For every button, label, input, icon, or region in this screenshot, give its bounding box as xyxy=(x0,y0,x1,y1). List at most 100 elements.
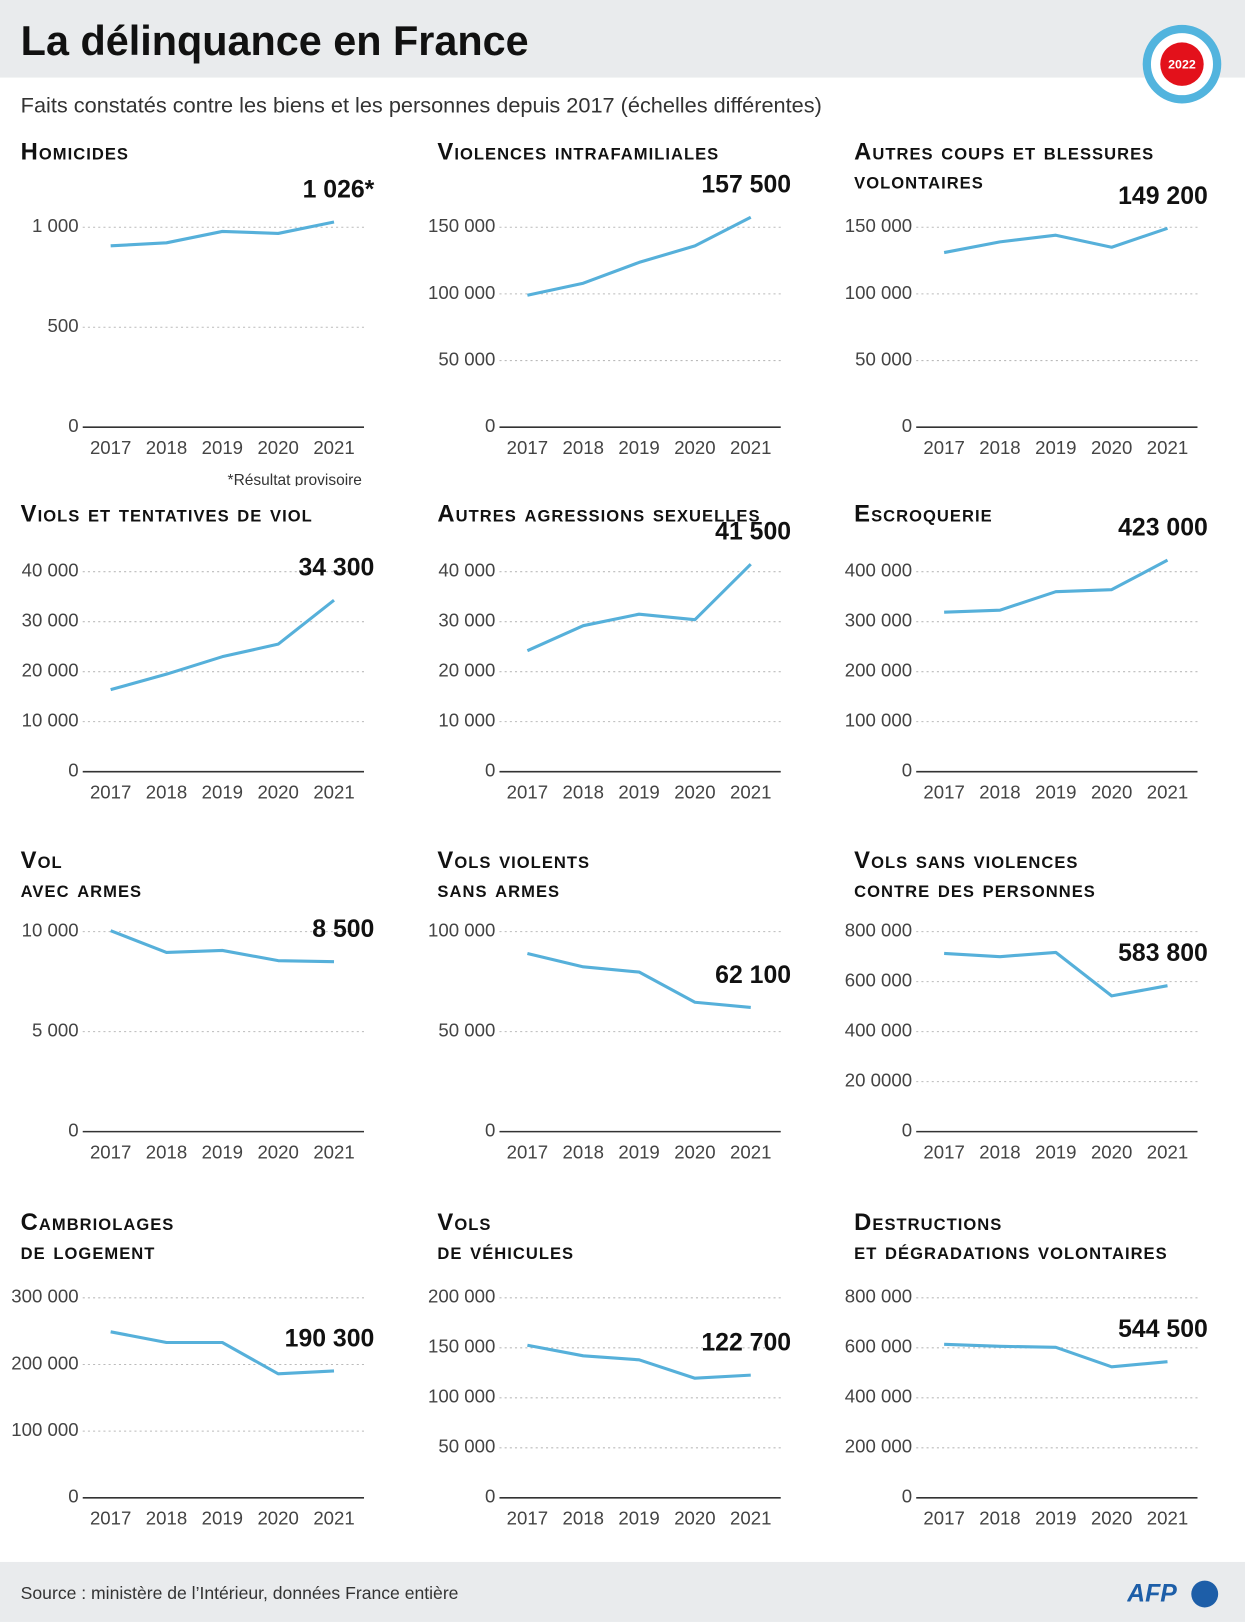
y-tick-label: 150 000 xyxy=(428,215,495,236)
value-label: 1 026* xyxy=(303,177,375,204)
x-tick-label: 2021 xyxy=(730,1507,771,1528)
y-tick-label: 200 000 xyxy=(845,660,912,681)
y-tick-label: 0 xyxy=(902,415,912,436)
value-label: 157 500 xyxy=(701,172,791,199)
x-tick-label: 2019 xyxy=(1035,1507,1076,1528)
x-tick-label: 2020 xyxy=(674,437,715,458)
y-tick-label: 0 xyxy=(68,415,78,436)
header-band xyxy=(0,0,1245,78)
y-tick-label: 50 000 xyxy=(855,348,912,369)
y-tick-label: 50 000 xyxy=(438,1436,495,1457)
y-tick-label: 20 000 xyxy=(22,660,79,681)
x-tick-label: 2018 xyxy=(146,1507,187,1528)
y-tick-label: 0 xyxy=(485,1486,495,1507)
y-tick-label: 500 xyxy=(48,315,79,336)
x-tick-label: 2019 xyxy=(618,1141,659,1162)
x-tick-label: 2017 xyxy=(923,781,964,802)
y-tick-label: 200 000 xyxy=(11,1352,78,1373)
data-line xyxy=(110,929,335,964)
chart: 0 20 0000 400 000 600 000 800 000 2017 2018 201… xyxy=(845,920,1208,1163)
page-title: La délinquance en France xyxy=(20,18,529,65)
y-tick-label: 0 xyxy=(485,415,495,436)
chart-panel: 0 20 0000 400 000 600 000 800 000 2017 2018 201… xyxy=(833,843,1245,1195)
x-tick-label: 2017 xyxy=(923,1141,964,1162)
x-tick-label: 2019 xyxy=(202,437,243,458)
footer-band xyxy=(0,1561,1245,1622)
chart-title: Escroquerie xyxy=(854,499,993,527)
data-line xyxy=(527,215,752,297)
value-label: 544 500 xyxy=(1118,1316,1208,1343)
chart-title: Autres coups et blessures volontaires xyxy=(854,137,1155,194)
data-line xyxy=(944,950,1168,998)
y-tick-label: 10 000 xyxy=(22,710,79,731)
y-tick-label: 5 000 xyxy=(32,1020,79,1041)
y-tick-label: 0 xyxy=(902,1486,912,1507)
y-tick-label: 10 000 xyxy=(438,710,495,731)
logo-dot xyxy=(1191,1580,1219,1608)
y-tick-label: 20 0000 xyxy=(845,1070,912,1091)
value-label: 190 300 xyxy=(285,1325,375,1352)
chart: 0 10 000 20 000 30 000 40 000 2017 2018 2019 202… xyxy=(438,519,791,803)
y-tick-label: 400 000 xyxy=(845,1386,912,1407)
chart: 0 50 000 100 000 150 000 2017 2018 2019 2020 202… xyxy=(845,183,1208,458)
y-tick-label: 100 000 xyxy=(845,710,912,731)
x-tick-label: 2021 xyxy=(730,1141,771,1162)
x-tick-label: 2019 xyxy=(202,781,243,802)
x-tick-label: 2021 xyxy=(730,781,771,802)
y-tick-label: 30 000 xyxy=(22,610,79,631)
data-line xyxy=(527,1343,751,1380)
x-tick-label: 2018 xyxy=(563,781,604,802)
value-label: 41 500 xyxy=(715,519,791,546)
chart-title: Vols sans violences contre des personnes xyxy=(854,846,1096,902)
x-tick-label: 2019 xyxy=(202,1141,243,1162)
y-tick-label: 0 xyxy=(68,760,78,781)
x-tick-label: 2017 xyxy=(90,1141,131,1162)
y-tick-label: 0 xyxy=(485,1120,495,1141)
x-tick-label: 2017 xyxy=(507,1141,548,1162)
chart-title: Violences intrafamiliales xyxy=(437,137,720,165)
x-tick-label: 2018 xyxy=(563,437,604,458)
chart: 0 100 000 200 000 300 000 2017 2018 2019 2020 20… xyxy=(11,1286,375,1529)
x-tick-label: 2017 xyxy=(507,1507,548,1528)
x-tick-label: 2018 xyxy=(979,781,1020,802)
x-tick-label: 2017 xyxy=(507,781,548,802)
badge: 2022 xyxy=(1142,24,1222,104)
y-tick-label: 300 000 xyxy=(845,610,912,631)
y-tick-label: 100 000 xyxy=(428,1386,495,1407)
y-tick-label: 800 000 xyxy=(845,920,912,941)
y-tick-label: 150 000 xyxy=(845,215,912,236)
y-tick-label: 30 000 xyxy=(438,610,495,631)
x-tick-label: 2019 xyxy=(618,437,659,458)
chart: 0 5 000 10 000 2017 2018 2019 2020 2021 8 500 xyxy=(22,916,375,1162)
chart-panel: 0 5 000 10 000 2017 2018 2019 2020 2021 8 500 Vol… xyxy=(0,843,414,1195)
y-tick-label: 50 000 xyxy=(438,348,495,369)
chart-panel: 0 10 000 20 000 30 000 40 000 2017 2018 2019 202… xyxy=(0,497,414,849)
y-tick-label: 200 000 xyxy=(845,1436,912,1457)
x-tick-label: 2017 xyxy=(923,437,964,458)
data-line xyxy=(110,220,335,248)
chart-panel: 0 200 000 400 000 600 000 800 000 2017 2018 201… xyxy=(833,1205,1245,1557)
x-tick-label: 2018 xyxy=(146,1141,187,1162)
y-tick-label: 100 000 xyxy=(845,282,912,303)
y-tick-label: 1 000 xyxy=(32,215,79,236)
x-tick-label: 2018 xyxy=(146,781,187,802)
x-tick-label: 2020 xyxy=(1091,1507,1132,1528)
chart-title: Cambriolages de logement xyxy=(20,1208,175,1265)
x-tick-label: 2021 xyxy=(1147,437,1188,458)
y-tick-label: 0 xyxy=(485,760,495,781)
chart-panel: 0 100 000 200 000 300 000 400 000 2017 2018 201… xyxy=(833,497,1245,849)
badge-year: 2022 xyxy=(1168,57,1196,71)
note: *Résultat provisoire xyxy=(228,472,362,486)
x-tick-label: 2018 xyxy=(563,1507,604,1528)
x-tick-label: 2021 xyxy=(313,781,354,802)
chart: 0 100 000 200 000 300 000 400 000 2017 2018 201… xyxy=(845,515,1208,803)
chart-panel: 0 500 1 000 2017 2018 2019 2020 2021 1 026* *Résu… xyxy=(0,134,414,487)
x-tick-label: 2020 xyxy=(674,1141,715,1162)
x-tick-label: 2018 xyxy=(979,437,1020,458)
x-tick-label: 2017 xyxy=(507,437,548,458)
y-tick-label: 200 000 xyxy=(428,1286,495,1307)
chart-panel: 0 50 000 100 000 150 000 2017 2018 2019 2020 202… xyxy=(417,134,831,486)
y-tick-label: 20 000 xyxy=(438,660,495,681)
chart-title: Vol avec armes xyxy=(20,846,143,902)
